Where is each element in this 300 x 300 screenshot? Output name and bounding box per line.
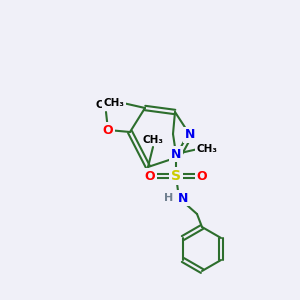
- Text: O: O: [197, 169, 207, 182]
- Text: CH₃: CH₃: [196, 144, 218, 154]
- Text: N: N: [171, 148, 181, 160]
- Text: N: N: [178, 191, 188, 205]
- Text: H: H: [164, 193, 174, 203]
- Text: O: O: [145, 169, 155, 182]
- Text: CH₃: CH₃: [103, 98, 124, 108]
- Text: O: O: [103, 124, 113, 136]
- Text: S: S: [171, 169, 181, 183]
- Text: CH₃: CH₃: [95, 100, 116, 110]
- Text: CH₃: CH₃: [142, 135, 164, 145]
- Text: N: N: [185, 128, 195, 142]
